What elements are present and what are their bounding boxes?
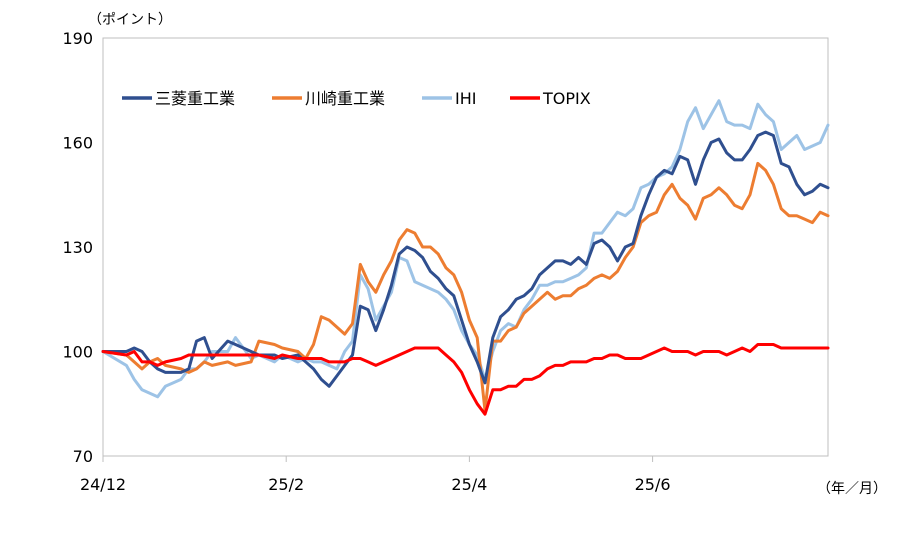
axes (102, 37, 829, 457)
legend-label: 三菱重工業 (155, 89, 235, 108)
x-tick-label: 24/12 (80, 475, 126, 494)
y-tick-label: 190 (62, 29, 93, 48)
y-tick-label: 70 (73, 447, 93, 466)
y-tick-label: 130 (62, 238, 93, 257)
y-axis-ticks: 70 100 130 160 190 (62, 29, 93, 466)
legend-label: TOPIX (542, 89, 591, 108)
y-tick-label: 100 (62, 343, 93, 362)
series-line-mitsubishi (101, 130, 830, 388)
series-lines (101, 99, 830, 416)
y-axis-unit-label: （ポイント） (88, 12, 172, 28)
legend-label: IHI (455, 89, 476, 108)
legend: 三菱重工業 川崎重工業 IHI TOPIX (122, 89, 591, 108)
x-tick-label: 25/6 (635, 475, 671, 494)
x-axis-unit-label: （年／月） (817, 481, 887, 497)
x-tick-label: 25/4 (451, 475, 487, 494)
y-tick-label: 160 (62, 134, 93, 153)
legend-label: 川崎重工業 (305, 89, 385, 108)
x-tick-label: 25/2 (268, 475, 304, 494)
x-axis-ticks: 24/12 25/2 25/4 25/6 (80, 456, 671, 494)
plot-area (102, 37, 829, 457)
series-line-topix (101, 343, 830, 416)
